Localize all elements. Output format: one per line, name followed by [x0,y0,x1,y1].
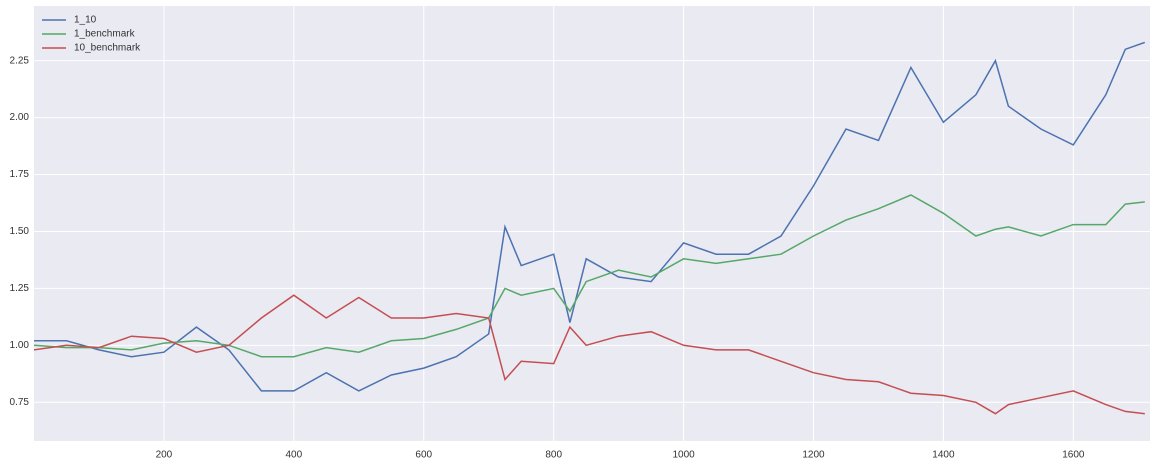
legend-label: 10_benchmark [74,43,141,54]
x-tick-label: 1600 [1062,450,1085,461]
x-tick-label: 1200 [802,450,825,461]
x-tick-label: 400 [285,450,302,461]
legend-label: 1_benchmark [74,29,136,40]
x-tick-label: 600 [415,450,432,461]
x-tick-label: 200 [156,450,173,461]
y-tick-label: 2.00 [10,112,30,123]
plot-background [34,6,1150,441]
x-tick-label: 1400 [932,450,955,461]
x-tick-label: 800 [545,450,562,461]
line-series [33,194,1145,358]
y-tick-label: 2.25 [10,55,30,66]
y-tick-label: 0.75 [10,397,30,408]
y-tick-label: 1.50 [10,226,30,237]
y-tick-label: 1.75 [10,169,30,180]
x-tick-label: 1000 [672,450,695,461]
line-series [34,41,1146,392]
y-tick-label: 1.00 [10,340,30,351]
legend-label: 1_10 [74,15,97,26]
y-tick-label: 1.25 [10,283,30,294]
line-series [33,294,1145,415]
